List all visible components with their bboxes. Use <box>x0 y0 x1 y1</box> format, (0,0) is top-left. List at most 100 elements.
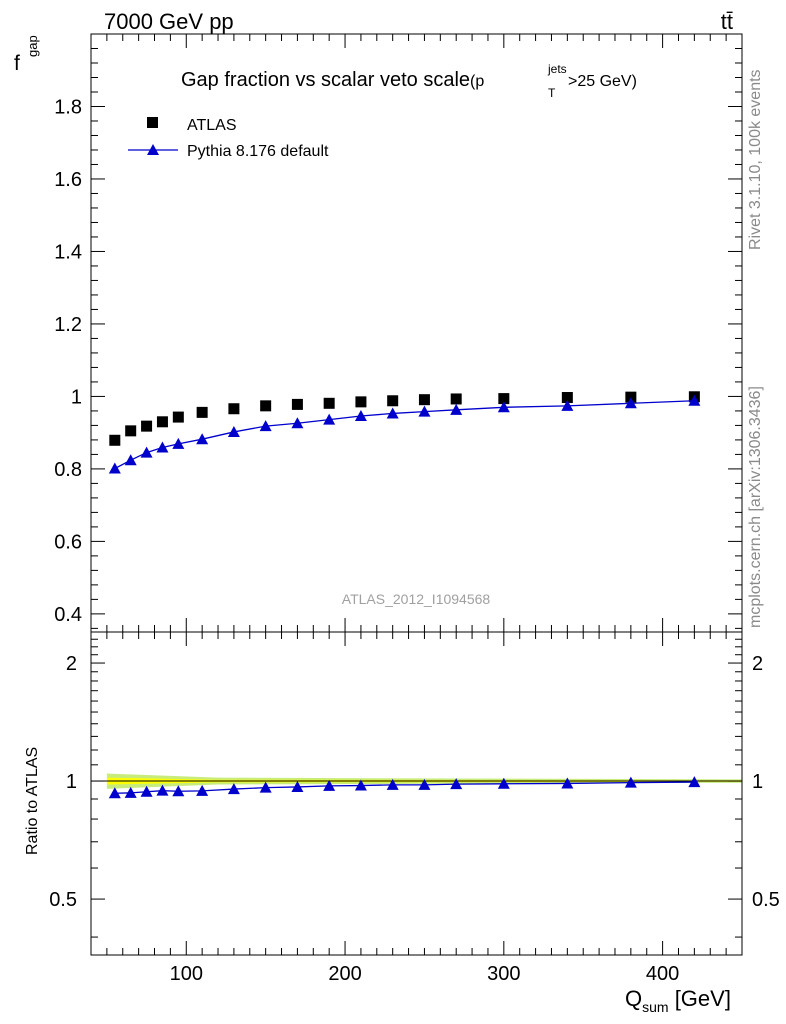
mcplots-label: mcplots.cern.ch [arXiv:1306.3436] <box>747 386 764 628</box>
ratio-pythia-marker <box>354 779 367 791</box>
atlas-data-point <box>141 420 153 432</box>
atlas-data-point <box>498 393 510 405</box>
watermark: ATLAS_2012_I1094568 <box>342 591 491 607</box>
atlas-data-point <box>561 392 573 404</box>
ratio-y-tick-label: 2 <box>66 653 77 675</box>
pythia-marker <box>418 405 431 417</box>
x-axis-ticks: 100 200 300 400 <box>106 34 743 985</box>
main-y-tick-label: 1.6 <box>54 169 82 191</box>
pythia-marker <box>124 454 137 466</box>
y-axis-label-sub: gap <box>25 35 40 57</box>
main-panel: 0.4 0.6 0.8 1 1.2 1.4 1.6 1.8 ATLAS_2012_I10945… <box>14 33 743 633</box>
atlas-data-point <box>355 396 367 408</box>
atlas-data-point <box>156 416 168 428</box>
atlas-data-point <box>387 395 399 407</box>
ratio-panel: 0.5 0.5 1 1 2 2 100 200 300 400 Ratio to ATLAS Q… <box>24 34 780 1015</box>
ratio-pythia-marker <box>124 786 137 798</box>
ratio-pythia-marker <box>108 787 121 799</box>
x-axis-label: Qsum [GeV] <box>625 986 731 1015</box>
atlas-data-point <box>625 391 637 403</box>
pythia-marker <box>624 397 637 409</box>
x-axis-label-main: Q <box>625 986 642 1011</box>
pythia-marker <box>450 403 463 415</box>
pythia-marker <box>108 462 121 474</box>
ratio-pythia-marker <box>450 778 463 790</box>
pythia-marker <box>227 425 240 437</box>
chart-title-main: Gap fraction vs scalar veto scale <box>181 69 470 91</box>
x-tick-label: 200 <box>328 963 361 985</box>
ratio-pythia-marker <box>688 776 701 788</box>
y-axis-label: f gap <box>14 35 40 75</box>
ratio-y-tick-label: 0.5 <box>49 889 77 911</box>
energy-label: 7000 GeV pp <box>104 9 234 34</box>
ratio-y-tick-label-right: 2 <box>752 653 763 675</box>
ratio-frame <box>90 631 743 956</box>
pythia-marker <box>497 401 510 413</box>
pythia-marker <box>259 420 272 432</box>
ratio-pythia-marker <box>561 777 574 789</box>
chart-title-sup: jets <box>547 62 567 76</box>
chart-title-paren: (p <box>470 73 484 90</box>
pythia-marker <box>323 413 336 425</box>
ratio-pythia-marker <box>323 779 336 791</box>
y-axis-label-main: f <box>14 52 20 75</box>
pythia-marker <box>156 441 169 453</box>
chart-title-rest: >25 GeV) <box>568 73 637 90</box>
x-axis-label-sub: sum <box>642 999 668 1015</box>
svg-text:Qsum [GeV]: Qsum [GeV] <box>625 986 731 1015</box>
atlas-data-point <box>228 403 240 415</box>
main-y-tick-label: 0.4 <box>54 604 82 626</box>
atlas-data-point <box>418 394 430 406</box>
x-tick-label: 400 <box>646 963 679 985</box>
pythia-marker <box>561 399 574 411</box>
ratio-pythia-marker <box>172 785 185 797</box>
ratio-pythia-marker <box>156 784 169 796</box>
ratio-y-tick-label-right: 1 <box>752 771 763 793</box>
x-tick-label: 100 <box>170 963 203 985</box>
svg-text:Gap fraction vs scalar veto sc: Gap fraction vs scalar veto scale(p <box>181 69 484 91</box>
main-y-tick-label: 0.8 <box>54 459 82 481</box>
legend: ATLAS Pythia 8.176 default <box>128 117 329 160</box>
main-y-tick-label: 1.8 <box>54 96 82 118</box>
atlas-data-point <box>196 406 208 418</box>
ratio-y-tick-label: 1 <box>66 771 77 793</box>
ratio-pythia-marker <box>196 784 209 796</box>
ratio-y-axis-label: Ratio to ATLAS <box>24 747 41 855</box>
atlas-data-point <box>291 398 303 410</box>
atlas-data-point <box>323 397 335 409</box>
legend-marker-atlas <box>147 117 158 128</box>
legend-label-pythia: Pythia 8.176 default <box>187 143 329 160</box>
legend-label-atlas: ATLAS <box>187 117 237 134</box>
pythia-marker <box>354 409 367 421</box>
atlas-data-point <box>172 411 184 423</box>
main-y-tick-label: 1 <box>71 386 82 408</box>
pythia-marker <box>196 433 209 445</box>
atlas-data-point <box>450 393 462 405</box>
ratio-pythia-marker <box>497 777 510 789</box>
ratio-pythia-marker <box>624 776 637 788</box>
chart-title: Gap fraction vs scalar veto scale(p jets… <box>181 62 637 100</box>
ratio-pythia-marker <box>259 781 272 793</box>
pythia-marker <box>140 446 153 458</box>
legend-marker-pythia <box>147 144 159 155</box>
atlas-data-point <box>260 400 272 412</box>
rivet-version-label: Rivet 3.1.10, 100k events <box>747 69 764 250</box>
ratio-pythia-marker <box>386 778 399 790</box>
pythia-marker <box>291 417 304 429</box>
chart-title-sub: T <box>548 86 556 100</box>
pythia-marker <box>386 407 399 419</box>
x-tick-label: 300 <box>487 963 520 985</box>
main-y-tick-label: 1.2 <box>54 314 82 336</box>
ratio-pythia-marker <box>291 780 304 792</box>
pythia-marker <box>172 437 185 449</box>
ratio-y-tick-label-right: 0.5 <box>752 889 780 911</box>
ratio-pythia-marker <box>140 785 153 797</box>
ratio-y-ticks: 0.5 0.5 1 1 2 2 <box>49 638 780 938</box>
atlas-data-point <box>109 434 121 446</box>
ratio-pythia-marker <box>227 783 240 795</box>
atlas-data-point <box>125 425 137 437</box>
main-y-ticks: 0.4 0.6 0.8 1 1.2 1.4 1.6 1.8 <box>54 47 742 629</box>
process-label: tt̄ <box>721 9 733 34</box>
main-y-tick-label: 0.6 <box>54 531 82 553</box>
